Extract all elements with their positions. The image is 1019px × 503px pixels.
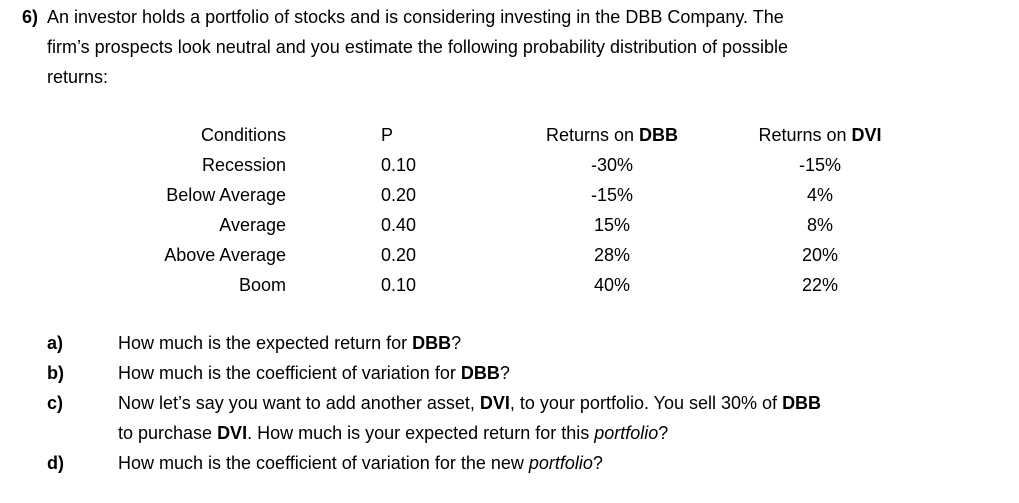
intro-line-3: returns: [47, 67, 109, 87]
question-label: b) [47, 363, 64, 383]
header-dvi: Returns on DVI [740, 120, 900, 150]
table-row: Above Average 0.20 28% 20% [0, 240, 1019, 270]
cell-condition: Boom [238, 275, 286, 295]
question-text: Now let’s say you want to add another as… [118, 388, 821, 418]
table-row: Boom 0.10 40% 22% [0, 270, 1019, 300]
cell-p: 0.40 [381, 215, 417, 235]
cell-condition: Recession [201, 155, 286, 175]
question-text-segment: portfolio [594, 423, 659, 443]
cell-p: 0.10 [381, 155, 417, 175]
question-text-segment: ? [592, 453, 603, 473]
question-text-segment: Now let’s say you want to add another as… [118, 393, 480, 413]
cell-dbb: 28% [593, 245, 631, 265]
cell-dvi: 8% [806, 215, 833, 235]
cell-dvi: 4% [806, 185, 833, 205]
question-text-segment: How much is the coefficient of variation… [118, 453, 529, 473]
table-row: Below Average 0.20 -15% 4% [0, 180, 1019, 210]
question-text: to purchase DVI. How much is your expect… [118, 418, 668, 448]
cell-dvi: -15% [798, 155, 842, 175]
cell-condition: Above Average [164, 245, 286, 265]
question-text: How much is the coefficient of variation… [118, 358, 510, 388]
cell-p: 0.20 [381, 245, 417, 265]
question-text-segment: . How much is your expected return for t… [247, 423, 595, 443]
question-text-segment: How much is the coefficient of variation… [118, 363, 461, 383]
question-text: How much is the coefficient of variation… [118, 448, 603, 478]
header-p: P [381, 125, 394, 145]
header-dbb: Returns on DBB [532, 120, 692, 150]
table-row: Recession 0.10 -30% -15% [0, 150, 1019, 180]
question-text-segment: ? [499, 363, 510, 383]
cell-condition: Average [219, 215, 286, 235]
cell-dbb: -30% [590, 155, 634, 175]
question-text-segment: DVI [217, 423, 248, 443]
cell-dbb: 40% [593, 275, 631, 295]
question-text-segment: ? [658, 423, 669, 443]
cell-dbb: 15% [593, 215, 631, 235]
question-text-segment: , to your portfolio. You sell 30% of [509, 393, 783, 413]
question-text-segment: How much is the expected return for [118, 333, 413, 353]
table-row: Average 0.40 15% 8% [0, 210, 1019, 240]
cell-dvi: 22% [801, 275, 839, 295]
table-header-row: Conditions P Returns on DBB Returns on D… [0, 120, 1019, 150]
problem-number: 6) [22, 7, 39, 27]
cell-condition: Below Average [166, 185, 286, 205]
cell-dbb: -15% [590, 185, 634, 205]
question-text: How much is the expected return for DBB? [118, 328, 461, 358]
header-dvi-ticker: DVI [851, 125, 882, 145]
cell-dvi: 20% [801, 245, 839, 265]
question-text-segment: DBB [460, 363, 500, 383]
cell-p: 0.10 [381, 275, 417, 295]
question-text-segment: ? [451, 333, 462, 353]
question-text-segment: DBB [782, 393, 822, 413]
intro-line-2: firm’s prospects look neutral and you es… [47, 37, 789, 57]
question-text-segment: portfolio [528, 453, 593, 473]
header-dvi-prefix: Returns on [758, 125, 852, 145]
question-label: a) [47, 333, 64, 353]
header-dbb-prefix: Returns on [545, 125, 640, 145]
cell-p: 0.20 [381, 185, 417, 205]
question-label: d) [47, 453, 64, 473]
question-text-segment: DVI [479, 393, 510, 413]
header-dbb-ticker: DBB [639, 125, 679, 145]
intro-line-1: An investor holds a portfolio of stocks … [47, 7, 784, 27]
header-conditions: Conditions [200, 125, 286, 145]
question-label: c) [47, 393, 64, 413]
question-text-segment: to purchase [118, 423, 218, 443]
question-text-segment: DBB [412, 333, 452, 353]
